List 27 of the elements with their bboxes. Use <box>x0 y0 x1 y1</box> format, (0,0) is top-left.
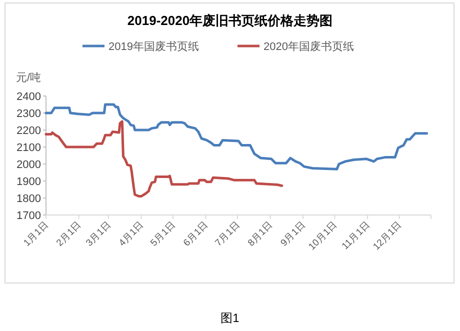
x-tick-label: 4月1日 <box>116 219 146 249</box>
y-tick-label: 2200 <box>16 125 41 137</box>
x-tick-label: 9月1日 <box>278 219 308 249</box>
x-tick-label: 6月1日 <box>181 219 211 249</box>
y-tick-label: 2000 <box>16 159 41 171</box>
y-axis-title: 元/吨 <box>16 71 42 84</box>
x-tick-label: 5月1日 <box>148 219 178 249</box>
y-tick-label: 2100 <box>16 142 41 154</box>
x-tick-label: 3月1日 <box>84 219 114 249</box>
y-tick-label: 1800 <box>16 193 41 205</box>
x-tick-label: 2月1日 <box>54 219 84 249</box>
legend-label: 2019年国废书页纸 <box>108 40 199 53</box>
x-tick-label: 11月1日 <box>340 219 373 252</box>
x-tick-label: 10月1日 <box>306 219 340 252</box>
y-tick-label: 2300 <box>16 108 41 120</box>
x-tick-label: 1月1日 <box>22 219 52 249</box>
line-series <box>44 120 284 198</box>
y-tick-label: 2400 <box>16 91 41 103</box>
line-series <box>44 103 428 170</box>
caption: 图1 <box>220 311 240 325</box>
x-tick-label: 7月1日 <box>213 219 243 249</box>
x-tick-label: 12月1日 <box>371 219 404 252</box>
chart-title: 2019-2020年废旧书页纸价格走势图 <box>127 13 333 28</box>
y-tick-label: 1700 <box>16 210 41 222</box>
y-tick-label: 1900 <box>16 176 41 188</box>
legend-label: 2020年国废书页纸 <box>264 40 354 53</box>
x-tick-label: 8月1日 <box>246 219 276 249</box>
